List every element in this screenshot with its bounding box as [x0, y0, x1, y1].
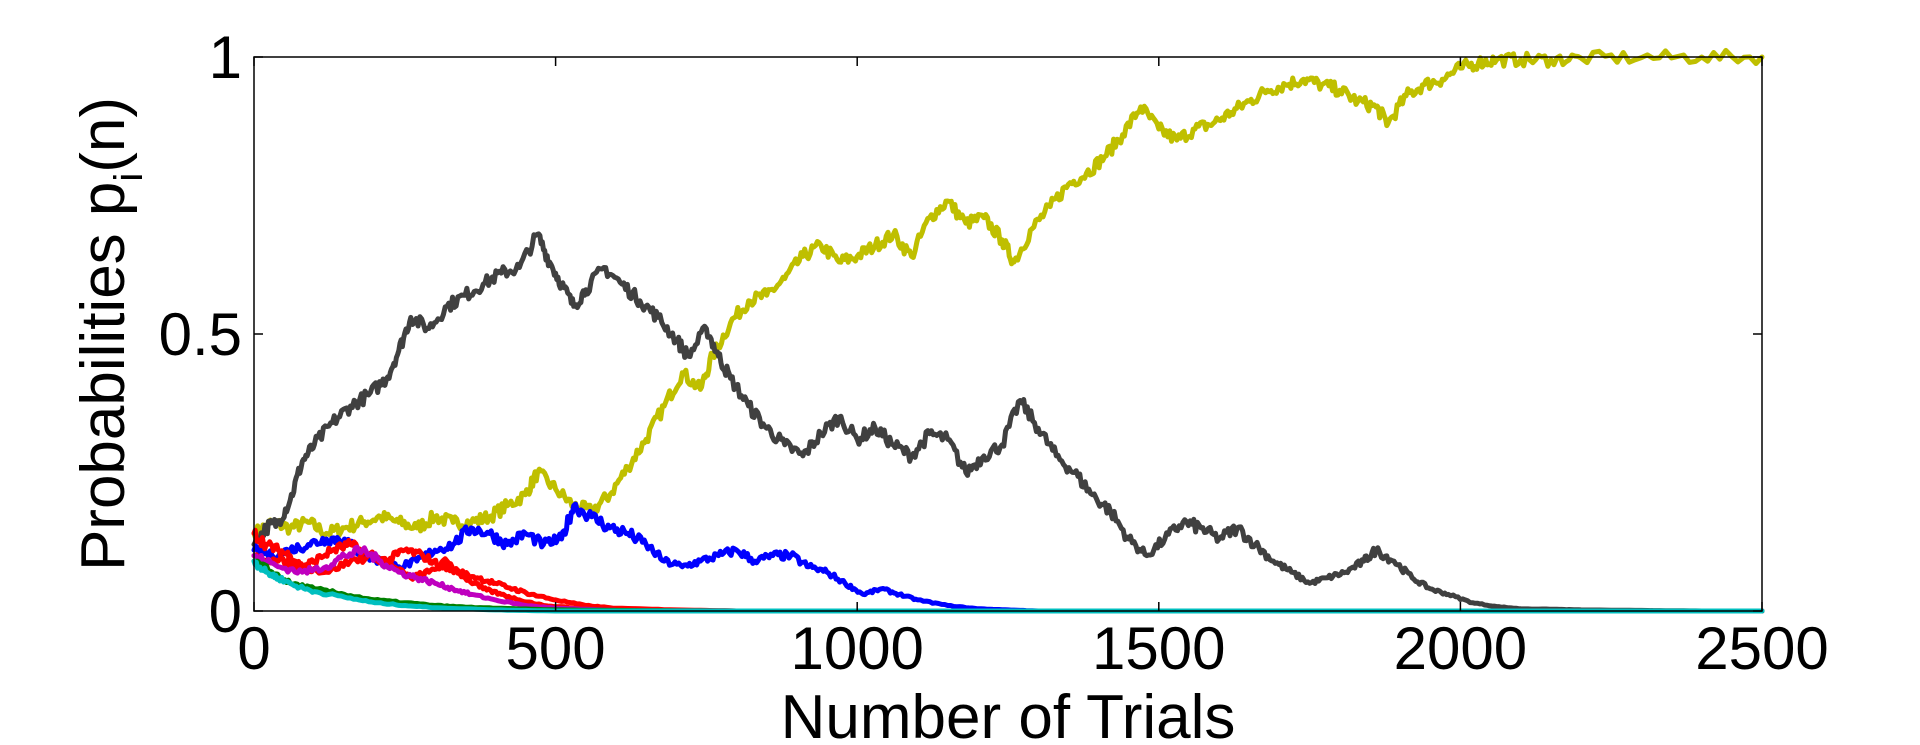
y-axis-label: Probabilities pi(n)	[69, 97, 151, 571]
y-tick-label: 0.5	[159, 301, 242, 368]
x-tick-label: 1000	[790, 615, 923, 682]
x-tick-label: 2000	[1394, 615, 1527, 682]
x-tick-label: 2500	[1695, 615, 1828, 682]
series-line-4	[251, 527, 1765, 614]
y-axis-label-subscript: i	[107, 173, 151, 182]
ticks-layer: 0 500 1000 1500 2000 2500 0 0.5 1	[159, 24, 1829, 682]
series-line-2	[251, 231, 1765, 614]
y-tick-label: 0	[209, 578, 242, 645]
series-layer	[251, 47, 1765, 614]
series-line-1	[251, 47, 1765, 542]
series-line-8	[251, 558, 1765, 614]
x-axis-label: Number of Trials	[781, 683, 1236, 745]
y-axis-label-main: Probabilities p	[69, 182, 138, 571]
x-tick-label: 1500	[1092, 615, 1225, 682]
y-tick-label: 1	[209, 24, 242, 91]
x-tick-label: 0	[237, 615, 270, 682]
x-tick-label: 500	[506, 615, 606, 682]
y-axis-label-suffix: (n)	[69, 97, 138, 173]
